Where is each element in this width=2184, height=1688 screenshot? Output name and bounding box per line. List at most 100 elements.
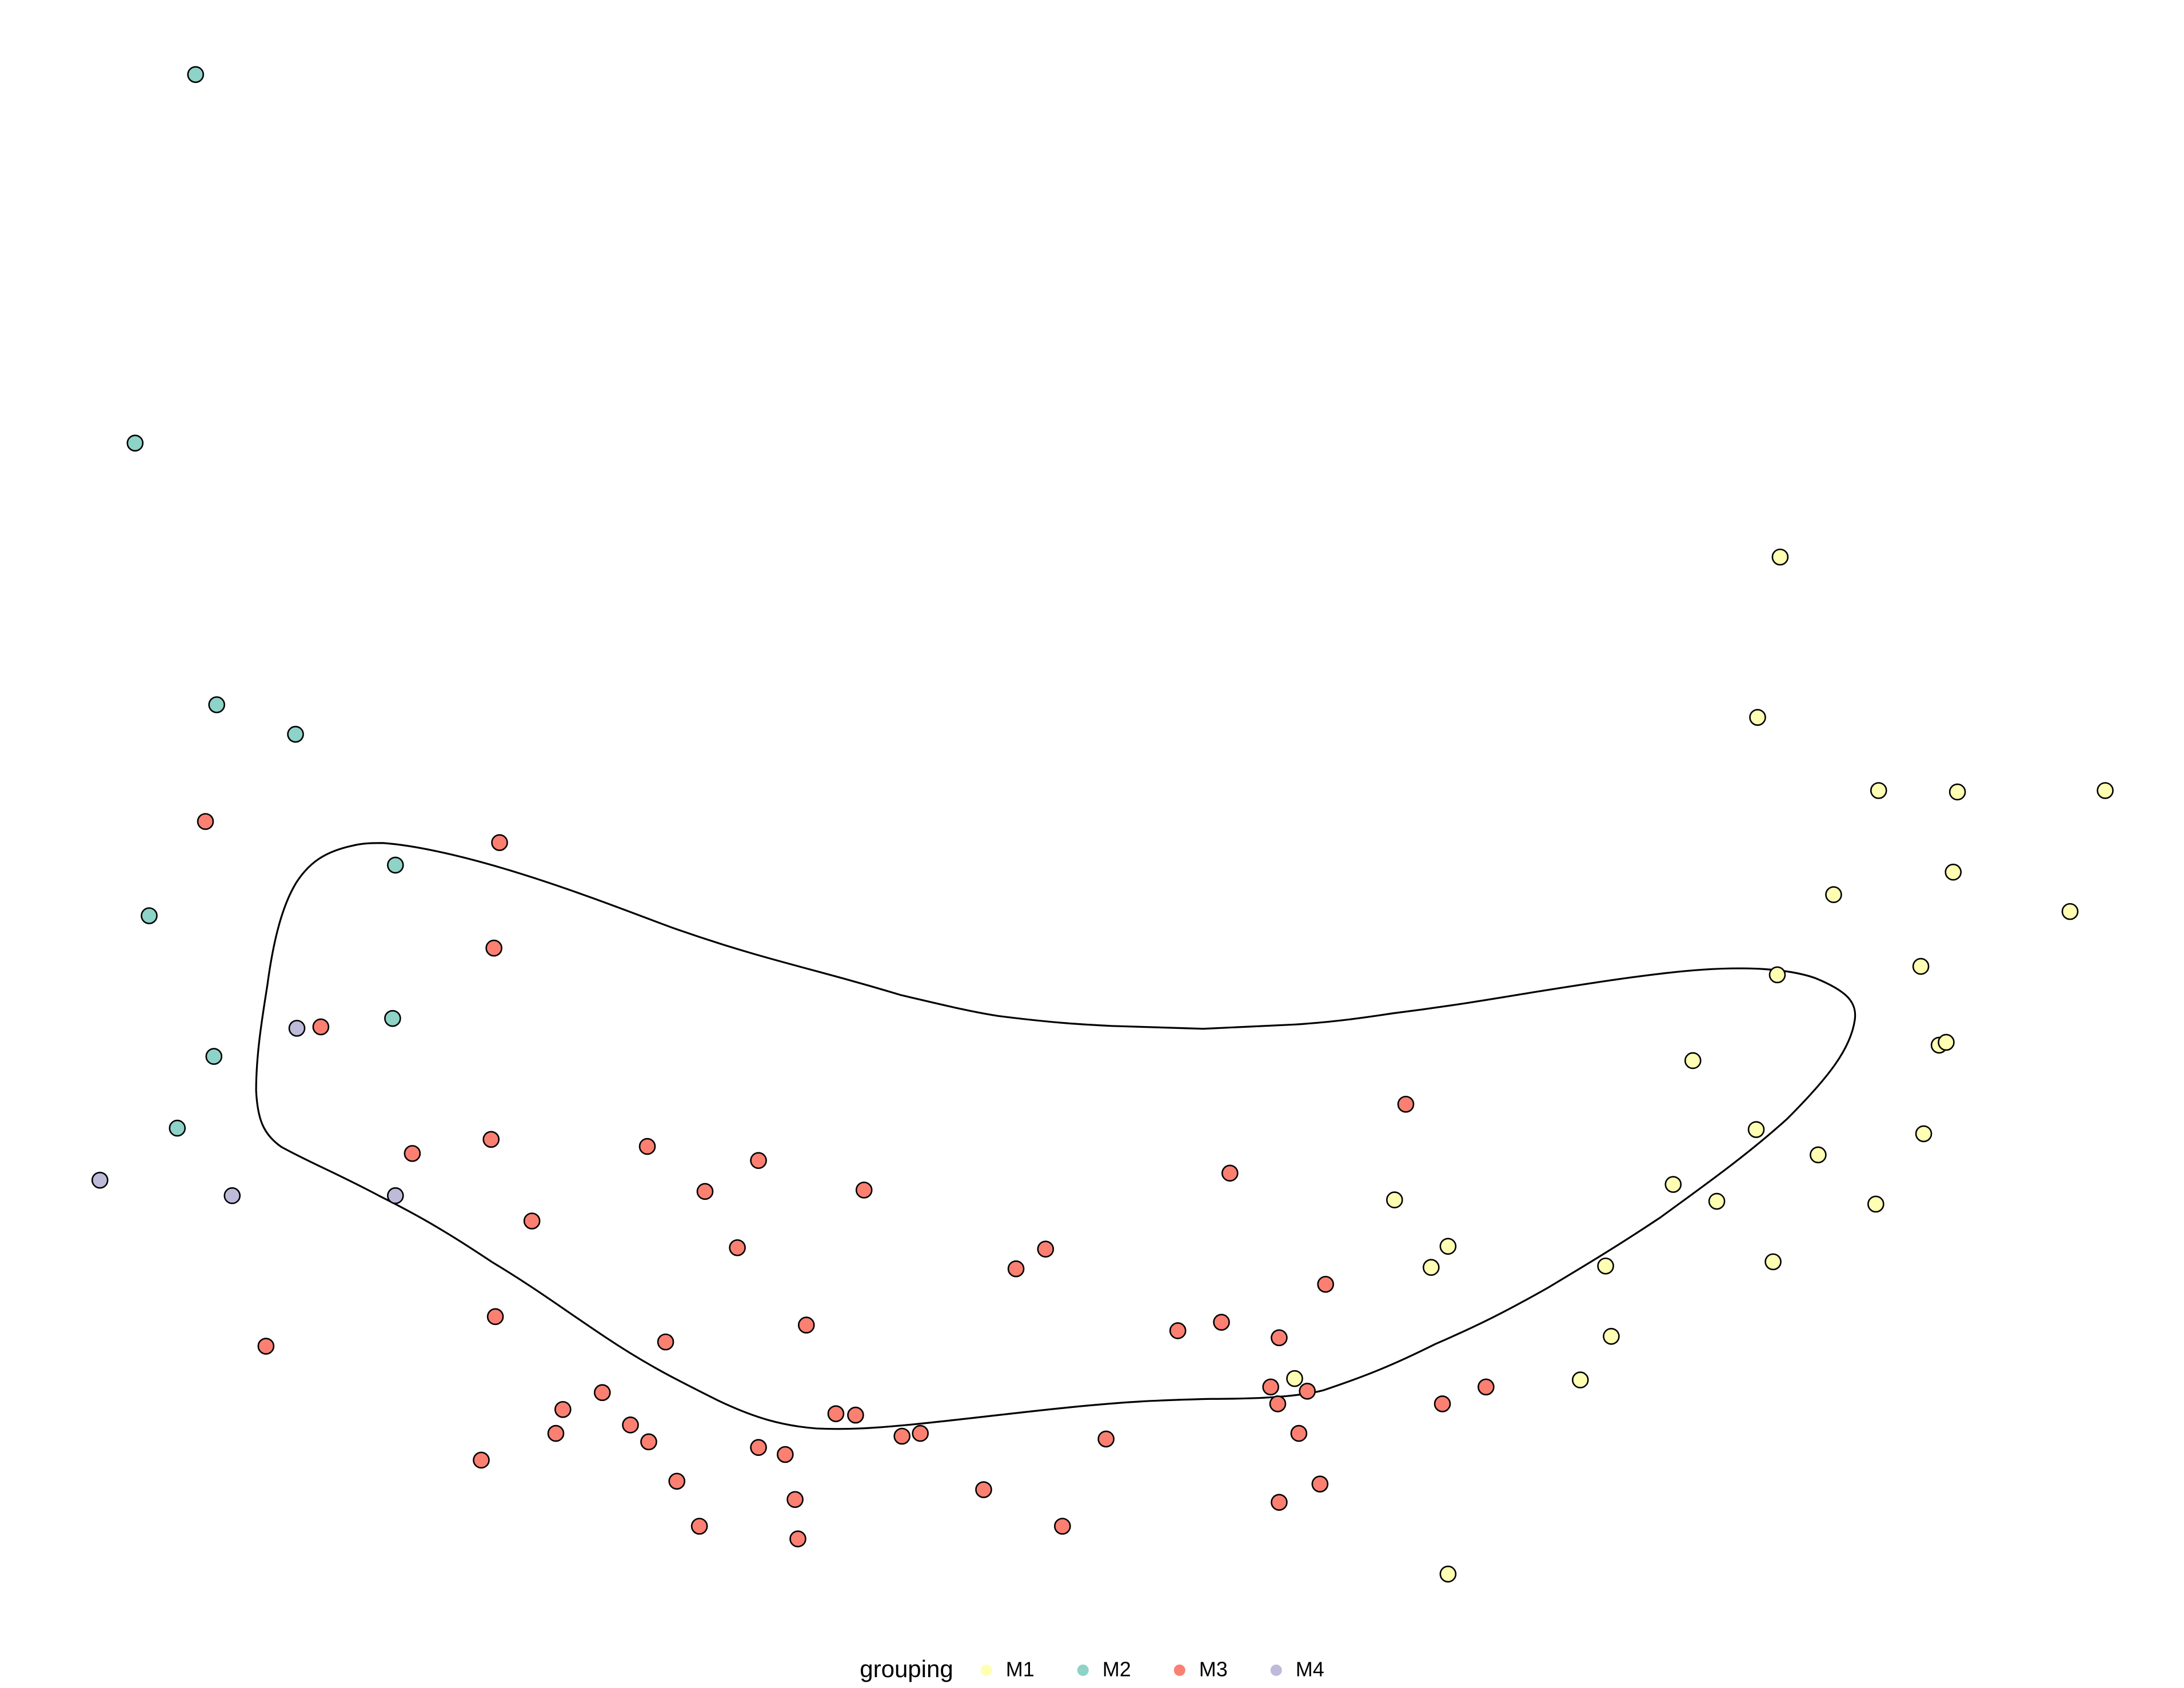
point	[1949, 783, 1966, 801]
point	[1007, 1260, 1025, 1278]
point	[657, 1333, 674, 1351]
point	[1664, 1176, 1682, 1193]
point	[257, 1338, 275, 1355]
point	[1825, 886, 1842, 903]
point	[1771, 548, 1789, 566]
legend-title: grouping	[860, 1655, 953, 1682]
point	[786, 1491, 804, 1509]
point	[1213, 1314, 1230, 1331]
point	[187, 66, 205, 83]
point	[668, 1472, 686, 1490]
point	[593, 1384, 611, 1402]
point	[1053, 1518, 1071, 1535]
points-layer	[91, 66, 2114, 1583]
point	[622, 1416, 639, 1434]
point	[1290, 1424, 1308, 1442]
point	[1386, 1191, 1403, 1208]
point	[1169, 1322, 1187, 1339]
point	[1478, 1378, 1495, 1396]
point	[223, 1187, 241, 1204]
legend-label: M4	[1296, 1657, 1324, 1681]
point	[1603, 1327, 1620, 1345]
point	[1299, 1382, 1316, 1400]
point	[287, 725, 304, 743]
point	[1870, 782, 1887, 799]
point	[827, 1405, 845, 1422]
point	[1221, 1164, 1239, 1182]
point	[1597, 1257, 1614, 1275]
legend-swatch	[1173, 1664, 1185, 1676]
point	[750, 1152, 767, 1169]
legend: grouping M1 M2 M3 M4	[860, 1655, 1324, 1682]
point	[2061, 903, 2079, 920]
point	[1708, 1192, 1726, 1210]
point	[1439, 1238, 1457, 1255]
point	[1434, 1395, 1451, 1412]
point	[169, 1119, 186, 1137]
point	[126, 434, 144, 452]
legend-label: M2	[1103, 1657, 1131, 1681]
contour-layer	[255, 842, 1856, 1430]
legend-swatch	[980, 1664, 992, 1676]
point	[1684, 1052, 1702, 1070]
point	[387, 856, 404, 874]
point	[1747, 1121, 1765, 1138]
point	[1810, 1146, 1827, 1164]
point	[473, 1451, 490, 1469]
point	[750, 1439, 767, 1456]
legend-label: M1	[1006, 1657, 1035, 1681]
point	[975, 1481, 992, 1498]
point	[208, 696, 225, 713]
point	[485, 939, 502, 957]
point	[1945, 863, 1962, 881]
point	[1037, 1240, 1055, 1258]
point	[1397, 1095, 1415, 1113]
point	[1749, 709, 1766, 726]
point	[855, 1182, 873, 1199]
point	[523, 1212, 541, 1230]
point	[1439, 1565, 1457, 1583]
point	[197, 813, 214, 830]
point	[141, 907, 158, 924]
point	[1768, 966, 1786, 984]
point	[205, 1048, 223, 1065]
point	[1271, 1494, 1288, 1511]
point	[912, 1424, 929, 1442]
point	[1867, 1195, 1884, 1213]
point	[2097, 782, 2114, 799]
point	[1097, 1430, 1115, 1448]
contour	[255, 842, 1856, 1430]
legend-swatch	[1270, 1664, 1282, 1676]
point	[776, 1446, 794, 1463]
point	[638, 1138, 656, 1155]
point	[1317, 1275, 1334, 1293]
point	[547, 1424, 565, 1442]
point	[91, 1171, 109, 1189]
point	[1271, 1329, 1288, 1347]
point	[696, 1183, 714, 1200]
point	[893, 1427, 911, 1445]
point	[729, 1239, 746, 1256]
point	[690, 1518, 708, 1535]
point	[1423, 1259, 1440, 1276]
point	[789, 1530, 806, 1547]
point	[1912, 957, 1930, 975]
point	[288, 1020, 306, 1037]
point	[554, 1400, 572, 1418]
point	[1938, 1033, 1955, 1051]
point	[1915, 1125, 1933, 1143]
point	[847, 1406, 864, 1424]
point	[312, 1018, 330, 1036]
point	[387, 1187, 404, 1204]
point	[640, 1433, 657, 1451]
point	[404, 1145, 421, 1162]
point	[797, 1316, 815, 1334]
point	[482, 1131, 500, 1148]
point	[1262, 1378, 1279, 1396]
legend-swatch	[1077, 1664, 1089, 1676]
point	[491, 834, 508, 851]
legend-label: M3	[1199, 1657, 1228, 1681]
point	[1572, 1371, 1589, 1388]
